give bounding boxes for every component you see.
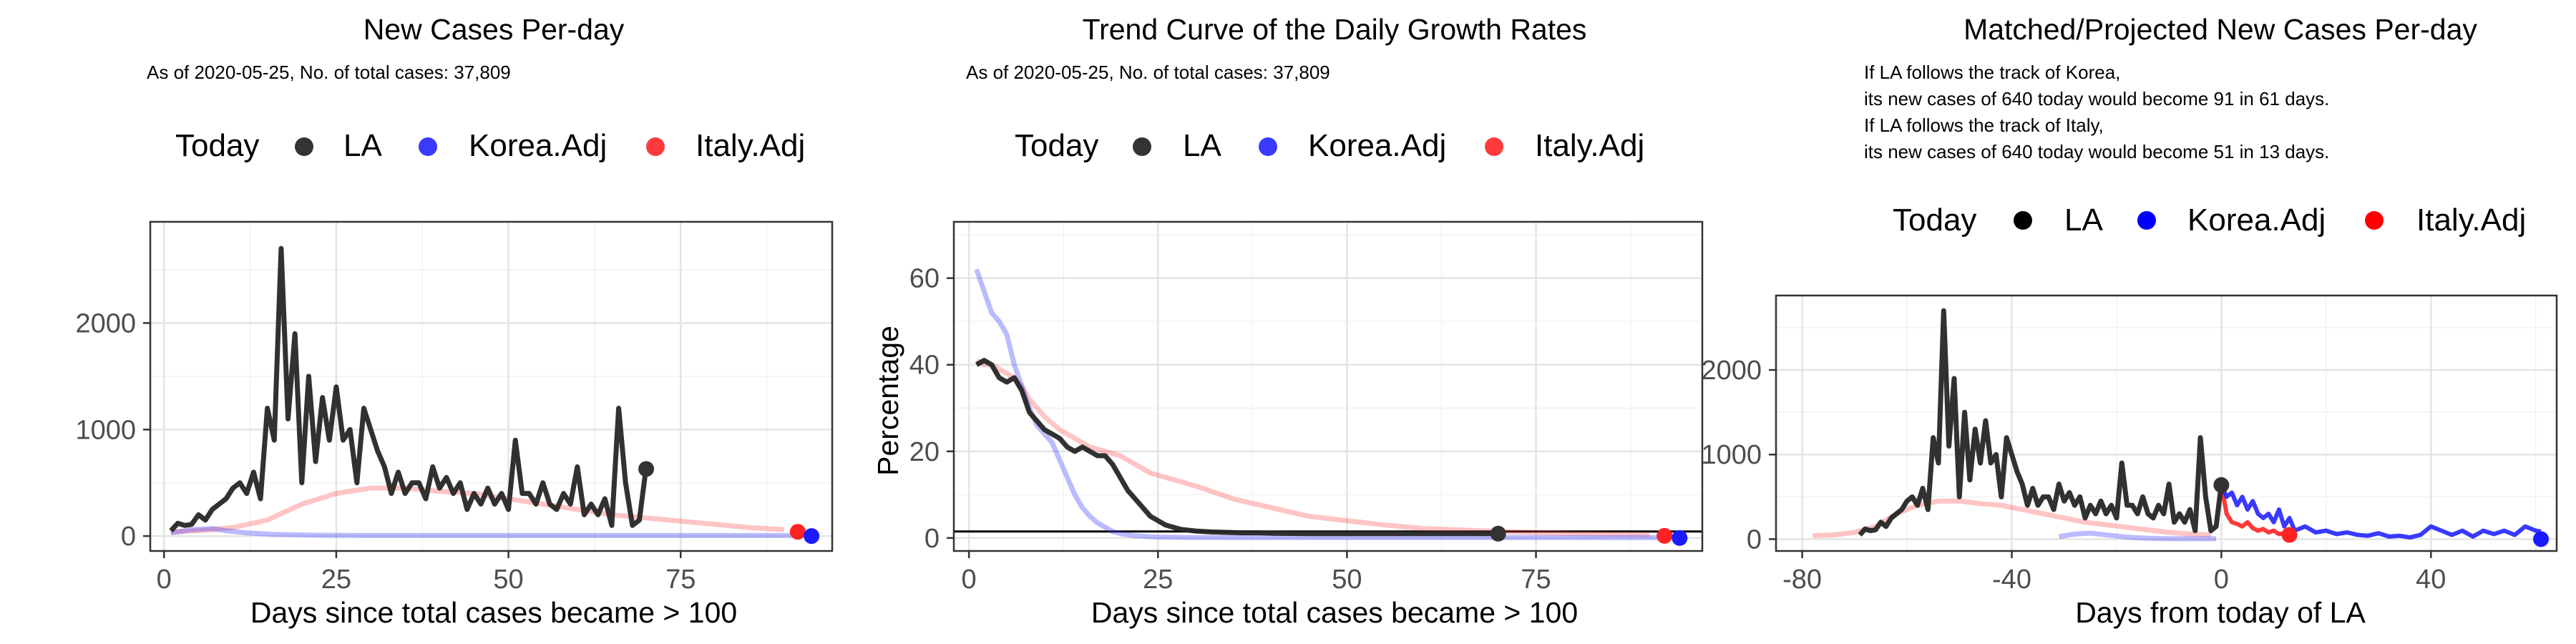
x-axis-title: Days since total cases became > 100: [250, 596, 737, 629]
x-tick-label: 25: [321, 565, 351, 595]
chart-title: Matched/Projected New Cases Per-day: [1963, 13, 2477, 46]
chart-title: New Cases Per-day: [364, 13, 625, 46]
plot-area: 0 25 50 75 0 20 40 60: [909, 220, 1704, 595]
endpoint-la: [1490, 525, 1506, 542]
legend: Today LA Korea.Adj Italy.Adj: [175, 128, 805, 163]
legend-label-la: LA: [1183, 128, 1221, 163]
endpoint-korea-adj: [2533, 531, 2550, 547]
x-tick-label: 0: [157, 565, 172, 595]
panel-growth-rates: Trend Curve of the Daily Growth Rates As…: [872, 13, 1704, 629]
y-tick-label: 1000: [75, 415, 136, 445]
chart-title: Trend Curve of the Daily Growth Rates: [1083, 13, 1587, 46]
series-line-korea-adj: [170, 526, 798, 538]
annotation-line-1: If LA follows the track of Korea,: [1864, 62, 2120, 83]
x-tick-label: 0: [2214, 565, 2229, 595]
legend-title: Today: [1015, 128, 1098, 163]
endpoint-italy-adj: [1657, 527, 1673, 544]
x-axis-title: Days since total cases became > 100: [1091, 596, 1578, 629]
plot-background: [954, 222, 1702, 551]
projection-line-italy-adj: [2219, 484, 2290, 537]
legend-dot-italy: [646, 137, 665, 156]
plot-frame: [1775, 294, 2558, 552]
annotation-line-3: If LA follows the track of Italy,: [1864, 114, 2104, 136]
legend-dot-italy: [1485, 137, 1503, 156]
legend: Today LA Korea.Adj Italy.Adj: [1015, 128, 1644, 163]
legend-label-la: LA: [343, 128, 382, 163]
legend-dot-la: [2014, 211, 2032, 230]
legend-label-italy: Italy.Adj: [696, 128, 805, 163]
series-line-la: [1858, 308, 2224, 537]
plot-area: 0 25 50 75 0 1000 2000: [75, 220, 834, 595]
legend-label-italy: Italy.Adj: [2416, 203, 2526, 238]
x-tick-label: 40: [2416, 565, 2446, 595]
x-tick-label: -40: [1992, 565, 2031, 595]
legend-dot-korea: [2137, 211, 2156, 230]
chart-subtitle: As of 2020-05-25, No. of total cases: 37…: [966, 62, 1330, 83]
legend-label-korea: Korea.Adj: [2187, 203, 2326, 238]
x-tick-label: 25: [1143, 565, 1173, 595]
y-tick-label: 40: [909, 351, 940, 381]
y-axis-title: Percentage: [872, 326, 904, 476]
y-tick-label: 0: [924, 524, 940, 554]
y-tick-label: 0: [121, 522, 136, 552]
endpoint-korea-adj: [1672, 530, 1688, 546]
x-tick-label: 75: [1521, 565, 1551, 595]
legend-title: Today: [175, 128, 259, 163]
chart-subtitle: As of 2020-05-25, No. of total cases: 37…: [147, 62, 511, 83]
legend-dot-korea: [1259, 137, 1277, 156]
legend-label-korea: Korea.Adj: [469, 128, 607, 163]
panel-projected: Matched/Projected New Cases Per-day If L…: [1701, 13, 2558, 629]
endpoint-italy-adj: [2281, 527, 2298, 543]
annotation-line-4: its new cases of 640 today would become …: [1864, 141, 2329, 162]
legend-dot-italy: [2365, 211, 2384, 230]
legend-label-korea: Korea.Adj: [1308, 128, 1446, 163]
y-tick-label: 2000: [75, 308, 136, 338]
endpoint-korea-adj: [804, 528, 820, 545]
y-tick-label: 1000: [1701, 440, 1762, 470]
annotation-line-2: its new cases of 640 today would become …: [1864, 88, 2329, 109]
legend-label-la: LA: [2064, 203, 2103, 238]
x-tick-label: -80: [1782, 565, 1822, 595]
legend-label-italy: Italy.Adj: [1535, 128, 1644, 163]
endpoint-la: [638, 461, 655, 477]
y-tick-label: 60: [909, 264, 940, 294]
series-line-la: [975, 358, 1498, 537]
series-line-korea-adj: [974, 268, 1665, 540]
legend-dot-la: [295, 137, 313, 156]
plot-frame: [149, 220, 834, 552]
projection-line-korea-adj: [2219, 484, 2542, 540]
y-tick-label: 2000: [1701, 356, 1762, 386]
series-line-korea-adj: [2058, 530, 2217, 542]
plot-frame: [952, 220, 1704, 552]
y-tick-label: 20: [909, 437, 940, 467]
x-axis-title: Days from today of LA: [2075, 596, 2366, 629]
legend-dot-la: [1133, 137, 1151, 156]
series-line-la: [169, 245, 649, 533]
x-tick-label: 75: [665, 565, 696, 595]
x-tick-label: 50: [1332, 565, 1362, 595]
endpoint-italy-adj: [789, 524, 806, 540]
legend-dot-korea: [419, 137, 437, 156]
legend-title: Today: [1893, 203, 1976, 238]
panel-new-cases: New Cases Per-day As of 2020-05-25, No. …: [75, 13, 834, 629]
x-tick-label: 0: [962, 565, 977, 595]
endpoint-la: [2213, 477, 2230, 493]
plot-area: -80 -40 0 40 0 1000 2000: [1701, 294, 2558, 595]
legend: Today LA Korea.Adj Italy.Adj: [1893, 203, 2526, 238]
series-line-italy-adj: [975, 358, 1650, 537]
y-tick-label: 0: [1747, 525, 1762, 555]
x-tick-label: 50: [493, 565, 523, 595]
